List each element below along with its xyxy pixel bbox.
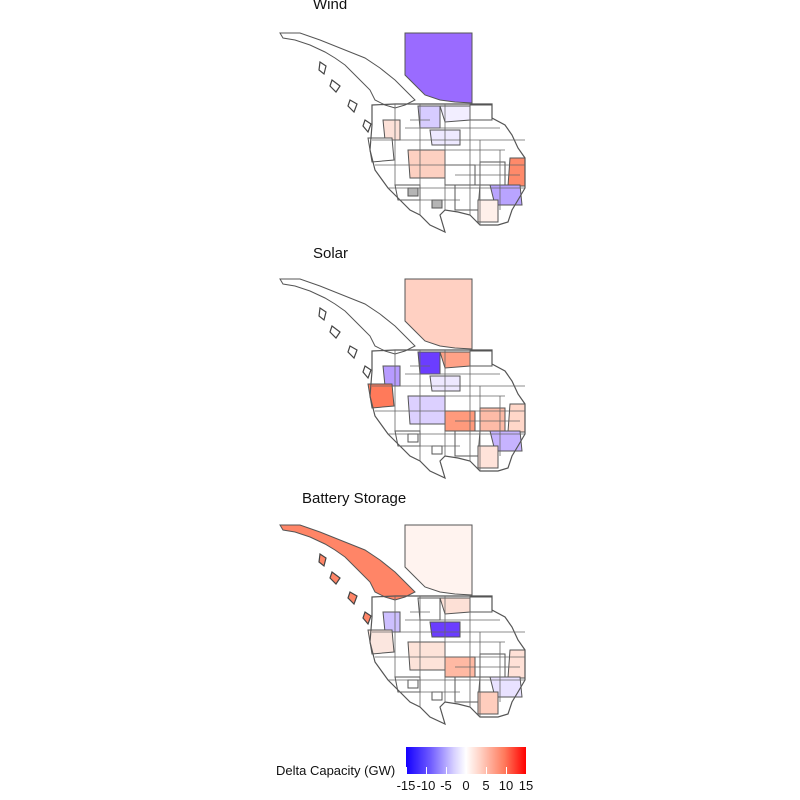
region-s2 xyxy=(439,105,471,123)
region-bc xyxy=(279,524,416,601)
region-s10 xyxy=(454,676,481,703)
region-s3 xyxy=(469,350,493,367)
region-alberta xyxy=(404,32,473,104)
battery-panel-title: Battery Storage xyxy=(302,490,407,507)
legend-tick xyxy=(486,767,487,774)
region-s1 xyxy=(417,105,441,129)
region-s4 xyxy=(382,365,401,387)
region-s8 xyxy=(479,407,506,432)
battery-map xyxy=(279,524,526,726)
region-s11 xyxy=(477,445,499,469)
solar-map xyxy=(279,278,526,480)
legend-tick-label: -15 xyxy=(396,778,416,793)
region-outline xyxy=(369,103,526,234)
region-s3 xyxy=(469,596,493,613)
coast-island-2 xyxy=(347,591,358,606)
legend-tick xyxy=(526,767,527,774)
region-alberta xyxy=(404,278,473,350)
legend-tick-label: 15 xyxy=(518,778,534,793)
legend-tick-label: 0 xyxy=(462,778,470,793)
coast-island-0 xyxy=(318,306,327,322)
coast-island-1 xyxy=(329,571,341,585)
coast-island-3 xyxy=(362,611,372,626)
region-s1 xyxy=(417,351,441,375)
region-s10 xyxy=(454,430,481,457)
legend-tick-label: -5 xyxy=(440,778,452,793)
legend-tick-label: -10 xyxy=(416,778,436,793)
legend-tick xyxy=(406,767,407,774)
region-s7 xyxy=(507,157,526,187)
coast-island-3 xyxy=(362,365,372,380)
region-s3 xyxy=(469,104,493,121)
legend-tick xyxy=(466,767,467,774)
legend-tick xyxy=(426,767,427,774)
region-s10 xyxy=(454,184,481,211)
region-s7 xyxy=(507,403,526,433)
legend-tick xyxy=(506,767,507,774)
region-s6 xyxy=(407,641,446,671)
wind-map xyxy=(279,32,526,234)
region-s6 xyxy=(407,395,446,425)
coast-island-1 xyxy=(329,79,341,93)
region-s1 xyxy=(417,597,441,621)
region-s7 xyxy=(507,649,526,679)
region-s8 xyxy=(479,161,506,186)
region-s4 xyxy=(382,611,401,633)
legend-title: Delta Capacity (GW) xyxy=(276,763,396,778)
region-s11 xyxy=(477,691,499,715)
coast-island-2 xyxy=(347,345,358,360)
region-s11 xyxy=(477,199,499,223)
region-s6 xyxy=(407,149,446,179)
region-s2 xyxy=(439,351,471,369)
region-alberta xyxy=(404,524,473,596)
coast-island-3 xyxy=(362,119,372,134)
coast-island-1 xyxy=(329,325,341,339)
region-s4 xyxy=(382,119,401,141)
solar-panel-title: Solar xyxy=(313,245,349,262)
region-s2 xyxy=(439,597,471,615)
legend-tick-label: 10 xyxy=(498,778,514,793)
legend-tick-label: 5 xyxy=(482,778,490,793)
region-outline xyxy=(369,595,526,726)
region-s8 xyxy=(479,653,506,678)
legend-tick xyxy=(446,767,447,774)
region-bc xyxy=(279,32,416,109)
coast-island-2 xyxy=(347,99,358,114)
wind-panel-title: Wind xyxy=(313,0,348,13)
coast-island-0 xyxy=(318,552,327,568)
region-outline xyxy=(369,349,526,480)
coast-island-0 xyxy=(318,60,327,76)
region-bc xyxy=(279,278,416,355)
